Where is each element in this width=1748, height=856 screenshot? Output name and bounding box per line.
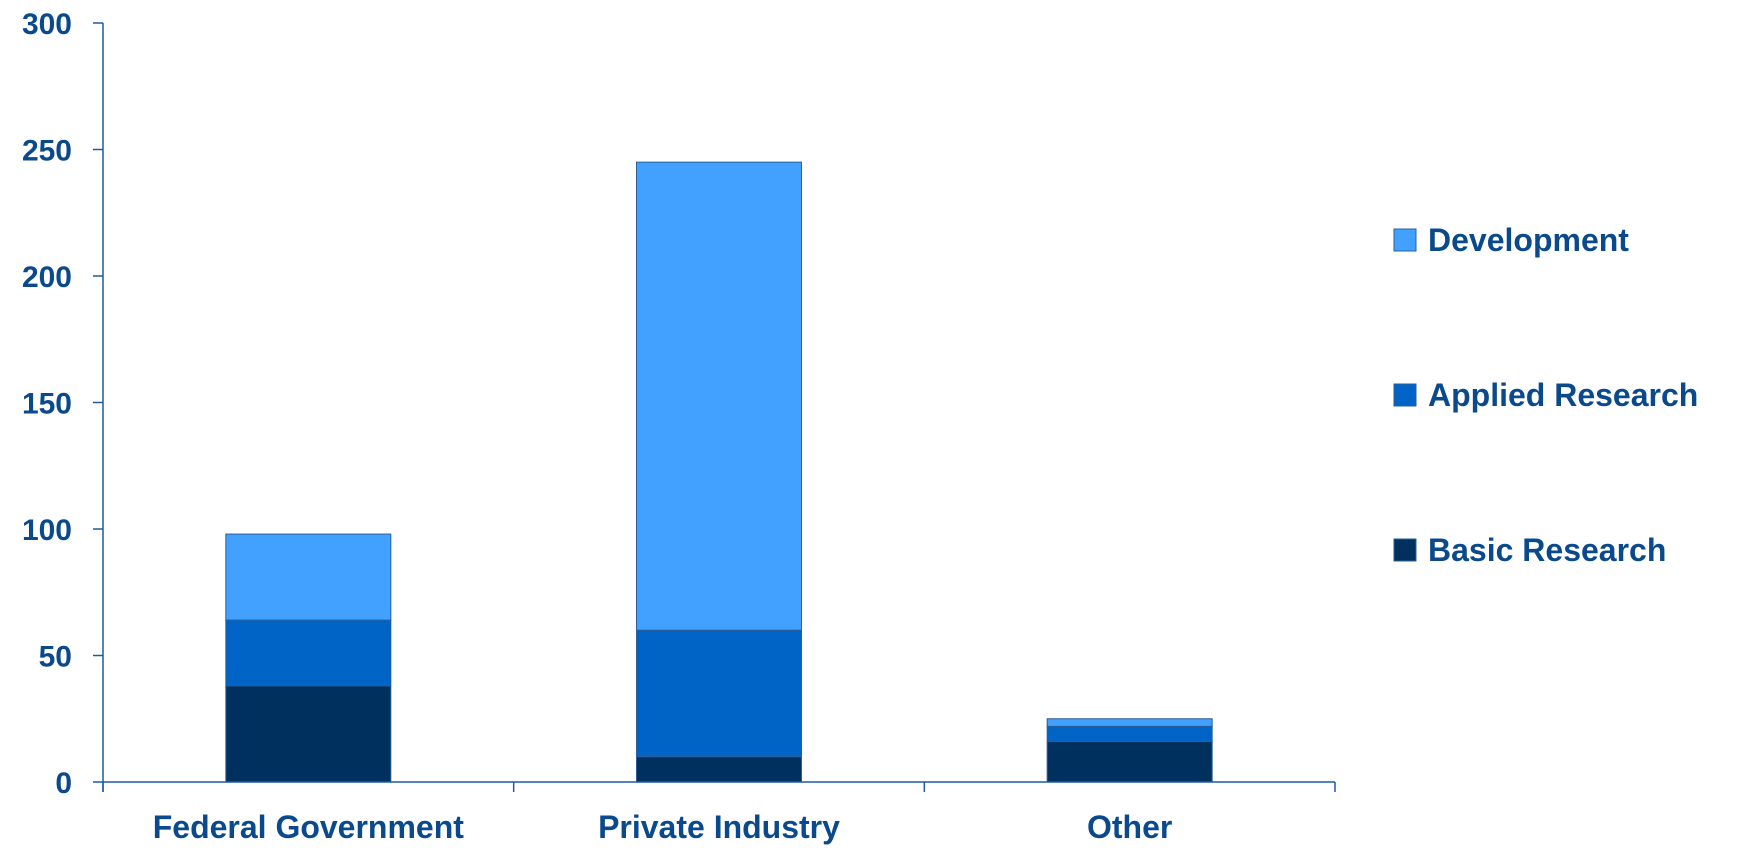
bar-other-applied-research: [1046, 725, 1213, 743]
y-tick-label: 50: [39, 641, 72, 674]
legend-label-development: Development: [1428, 222, 1629, 258]
axes-group: Federal Government Private Industry Other 0…: [22, 8, 1336, 845]
y-tick-label: 0: [55, 767, 72, 800]
x-tick-label: Other: [1087, 809, 1172, 845]
y-tick-label: 150: [22, 388, 72, 421]
y-tick-label: 200: [22, 261, 72, 294]
legend-swatch-applied-research: [1393, 383, 1417, 407]
legend-label-basic-research: Basic Research: [1428, 532, 1666, 568]
bar-private-industry-basic-research: [636, 756, 802, 783]
bar-federal-government-applied-research: [225, 619, 392, 687]
x-tick-label: Federal Government: [153, 809, 465, 845]
bar-other-basic-research: [1046, 741, 1213, 783]
x-tick-label: Private Industry: [598, 809, 840, 845]
y-tick-label: 100: [22, 514, 72, 547]
bar-private-industry-development: [636, 161, 802, 631]
legend-swatch-development: [1393, 228, 1417, 252]
bar-federal-government-basic-research: [225, 685, 392, 783]
legend-label-applied-research: Applied Research: [1428, 377, 1698, 413]
bar-private-industry-applied-research: [636, 629, 802, 758]
bars-group: [225, 161, 1213, 783]
y-tick-label: 300: [22, 8, 72, 41]
y-tick-label: 250: [22, 135, 72, 168]
legend: Development Applied Research Basic Researc…: [1393, 222, 1698, 568]
legend-swatch-basic-research: [1393, 538, 1417, 562]
bar-federal-government-development: [225, 533, 392, 621]
bar-other-development: [1046, 718, 1213, 727]
